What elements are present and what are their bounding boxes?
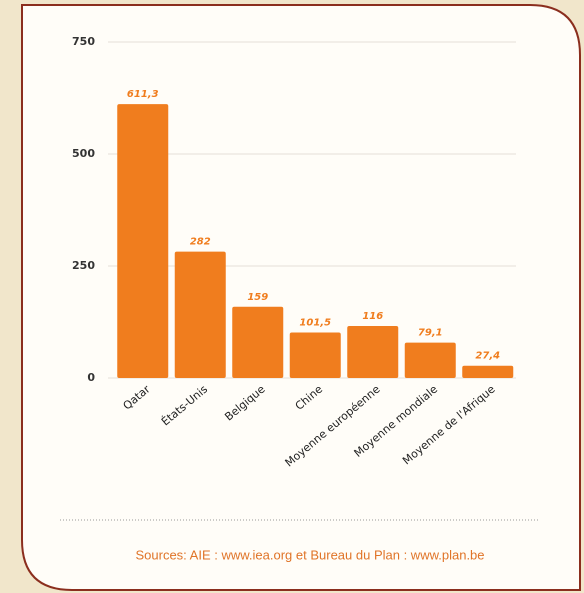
value-label: 611,3 — [127, 89, 159, 100]
bar — [347, 326, 399, 378]
value-label: 282 — [190, 237, 211, 248]
value-label: 116 — [362, 311, 383, 322]
panel — [21, 4, 581, 591]
value-label: 27,4 — [475, 351, 500, 362]
value-label: 159 — [247, 292, 268, 303]
value-label: 101,5 — [299, 318, 331, 329]
y-tick-label: 500 — [72, 147, 95, 160]
value-label: 79,1 — [418, 328, 443, 339]
bar — [289, 332, 341, 378]
y-tick-label: 250 — [72, 259, 95, 272]
y-tick-label: 750 — [72, 35, 95, 48]
source: Sources: AIE : www.iea.org et Bureau du … — [135, 547, 484, 562]
bar — [174, 251, 226, 378]
bar — [404, 342, 456, 378]
y-tick-label: 0 — [87, 371, 95, 384]
bar — [117, 104, 169, 378]
bar — [232, 306, 284, 378]
bar — [462, 365, 514, 378]
